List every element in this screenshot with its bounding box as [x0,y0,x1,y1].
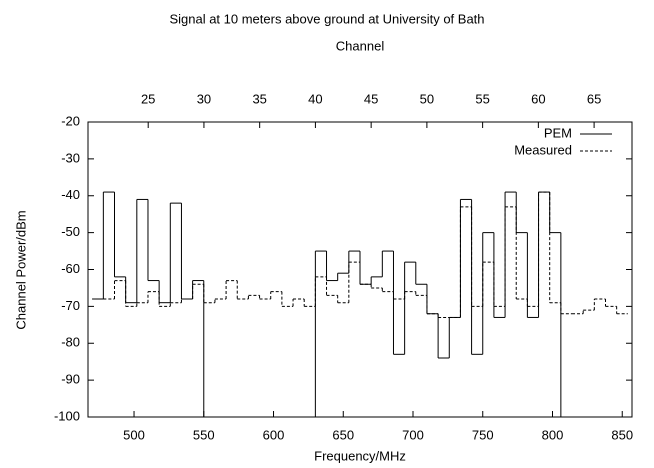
x-tick-label: 800 [542,427,564,442]
x-tick-label: 500 [123,427,145,442]
y-tick-label: -80 [61,335,80,350]
y-tick-label: -20 [61,113,80,128]
x2-tick-label: 45 [364,91,378,106]
y-tick-label: -30 [61,150,80,165]
x2-tick-label: 40 [308,91,322,106]
x-tick-label: 750 [472,427,494,442]
y-tick-label: -100 [54,408,80,423]
x-tick-label: 550 [193,427,215,442]
y-axis-label: Channel Power/dBm [13,210,28,329]
legend-label: Measured [514,142,572,157]
x-tick-label: 850 [611,427,633,442]
x2-tick-label: 50 [420,91,434,106]
legend-label: PEM [544,125,572,140]
x2-tick-label: 35 [252,91,266,106]
y-tick-label: -60 [61,261,80,276]
x2-axis-label: Channel [336,38,385,53]
x2-tick-label: 60 [531,91,545,106]
y-tick-label: -90 [61,372,80,387]
x2-tick-label: 55 [475,91,489,106]
x-axis-label: Frequency/MHz [314,448,406,463]
x2-tick-label: 30 [197,91,211,106]
x-tick-label: 650 [332,427,354,442]
y-tick-label: -70 [61,298,80,313]
y-tick-label: -50 [61,224,80,239]
chart-title: Signal at 10 meters above ground at Univ… [169,11,484,26]
x-tick-label: 600 [263,427,285,442]
y-tick-label: -40 [61,187,80,202]
x2-tick-label: 65 [587,91,601,106]
x2-tick-label: 25 [141,91,155,106]
x-tick-label: 700 [402,427,424,442]
